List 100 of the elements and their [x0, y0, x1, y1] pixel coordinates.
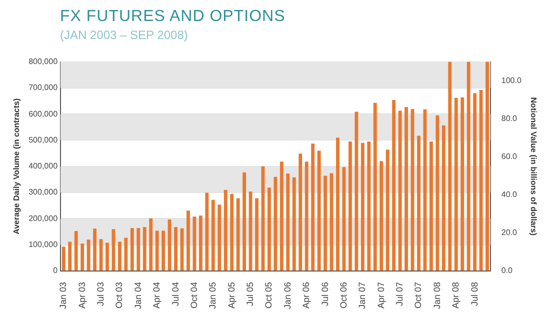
y2-tick-label: 100.0 — [501, 76, 522, 86]
x-tick-label: Apr 08 — [450, 282, 461, 309]
x-tick-label: Apr 04 — [152, 282, 162, 309]
bar — [192, 216, 196, 270]
bar — [292, 177, 296, 270]
bar — [130, 228, 134, 270]
x-tick-label: Oct 03 — [114, 282, 124, 308]
x-tick-label: Oct 05 — [264, 282, 274, 308]
x-tick-label: Apr 05 — [226, 282, 236, 309]
bar — [417, 136, 420, 270]
bar — [398, 110, 402, 270]
bar — [230, 194, 234, 270]
y2-tick-label: 80.0 — [501, 114, 518, 124]
bar — [174, 227, 178, 270]
bar — [205, 192, 209, 270]
x-tick-label: Oct 07 — [413, 282, 424, 308]
y-tick-label: 800,000 — [28, 57, 58, 66]
bar — [311, 144, 315, 270]
x-tick-label: Oct 04 — [188, 282, 199, 308]
y-tick-label: 100,000 — [28, 240, 58, 250]
bar — [93, 228, 96, 270]
y2-tick-label: 0.0 — [501, 266, 514, 276]
y-tick-label: 300,000 — [28, 188, 58, 197]
bar — [218, 204, 222, 270]
x-tick-label: Jul 06 — [320, 282, 330, 306]
bar — [68, 242, 72, 270]
x-tick-label: Jan 05 — [208, 282, 218, 310]
bar — [348, 142, 352, 270]
bar — [466, 62, 470, 270]
bar — [380, 161, 384, 270]
bar — [74, 230, 78, 270]
x-tick-label: Jul 08 — [469, 282, 480, 306]
bar — [274, 176, 278, 270]
x-tick-label: Jan 07 — [357, 282, 368, 310]
bar — [142, 227, 146, 270]
x-tick-label: Jul 03 — [95, 282, 106, 306]
bar — [118, 242, 122, 270]
chart-title: FX FUTURES AND OPTIONS — [60, 8, 286, 26]
x-tick-label: Jul 07 — [394, 282, 405, 306]
bar — [155, 230, 159, 270]
bar — [268, 188, 271, 270]
bar — [336, 138, 340, 270]
y2-tick-label: 20.0 — [501, 228, 518, 238]
x-tick-label: Oct 06 — [338, 282, 348, 308]
x-tick-label: Apr 06 — [301, 282, 312, 309]
y-tick-label: 700,000 — [28, 83, 58, 92]
bar — [124, 238, 128, 270]
x-tick-label: Apr 07 — [376, 282, 386, 309]
bar — [86, 240, 90, 270]
bar — [198, 216, 202, 270]
y-tick-label: 600,000 — [28, 109, 58, 118]
y2-tick-label: 60.0 — [501, 152, 518, 162]
x-tick-label: Jan 08 — [432, 282, 442, 310]
bar — [106, 242, 109, 270]
x-tick-label: Jan 06 — [282, 282, 292, 310]
x-tick-label: Jan 04 — [132, 282, 143, 310]
bar — [162, 230, 166, 270]
bar — [386, 150, 390, 270]
bar — [242, 172, 246, 270]
y-tick-label: 200,000 — [28, 214, 58, 223]
bar — [448, 62, 452, 270]
bar — [186, 210, 190, 270]
x-tick-label: Jan 03 — [58, 282, 68, 310]
bar — [168, 219, 172, 270]
bar — [298, 154, 302, 270]
y-tick-label: 0 — [53, 266, 58, 276]
bar — [280, 162, 284, 270]
bar — [473, 93, 477, 270]
bar — [149, 218, 153, 270]
bar — [224, 190, 228, 270]
bar — [360, 142, 364, 270]
bar — [454, 98, 458, 270]
bar — [436, 115, 440, 270]
bar — [236, 198, 240, 270]
y-axis-title: Average Daily Volume (in contracts) — [12, 98, 22, 234]
bar — [136, 228, 140, 270]
bar — [62, 246, 66, 270]
x-tick-label: Apr 03 — [76, 282, 87, 309]
bar — [324, 176, 327, 270]
bar — [286, 173, 290, 270]
chart-subtitle: (JAN 2003 – SEP 2008) — [60, 28, 189, 42]
bar — [304, 162, 308, 270]
bar — [460, 97, 464, 270]
bar — [255, 198, 258, 270]
bar — [404, 107, 408, 270]
bar — [317, 150, 321, 270]
bar — [442, 125, 446, 270]
bar — [373, 102, 377, 270]
bar — [392, 100, 396, 270]
bar — [80, 244, 84, 270]
bar — [429, 142, 433, 270]
y2-axis-title: Notional Value (in billions of dollars) — [528, 97, 538, 236]
y-tick-label: 500,000 — [28, 135, 58, 144]
x-tick-label: Jul 05 — [245, 282, 256, 306]
bar — [354, 112, 358, 270]
bar — [211, 200, 215, 270]
x-tick-label: Jul 04 — [170, 282, 180, 306]
y-tick-label: 400,000 — [28, 162, 58, 171]
bar — [367, 142, 371, 270]
y2-tick-label: 40.0 — [501, 190, 518, 200]
